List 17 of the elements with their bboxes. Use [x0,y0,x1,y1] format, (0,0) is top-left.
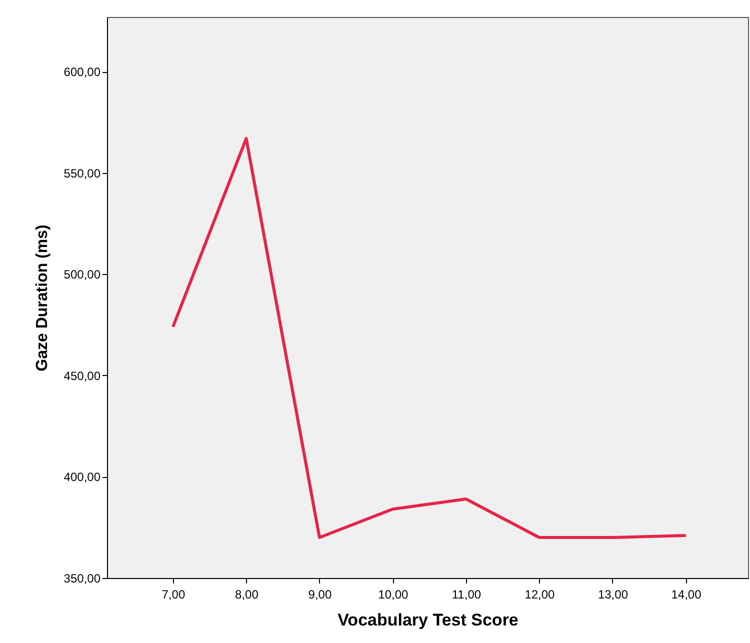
x-tick-label: 14,00 [671,588,702,602]
y-tick-label: 400,00 [64,470,101,484]
x-tick-label: 7,00 [162,588,186,602]
x-tick-label: 11,00 [452,588,482,602]
y-axis-title: Gaze Duration (ms) [34,224,51,372]
y-tick-label: 450,00 [64,368,101,383]
x-tick-label: 8,00 [235,588,259,602]
line-series [171,137,688,539]
x-tick-label: 10,00 [378,588,409,602]
x-tick-label: 12,00 [524,588,556,602]
x-tick-label: 13,00 [598,588,628,602]
x-axis-title: Vocabulary Test Score [338,610,518,630]
y-tick-label: 500,00 [64,268,101,282]
x-tick-label: 9,00 [308,588,332,602]
y-tick-label: 550,00 [64,166,101,180]
y-tick-label: 350,00 [64,572,101,586]
y-tick-label: 600,00 [64,65,101,80]
